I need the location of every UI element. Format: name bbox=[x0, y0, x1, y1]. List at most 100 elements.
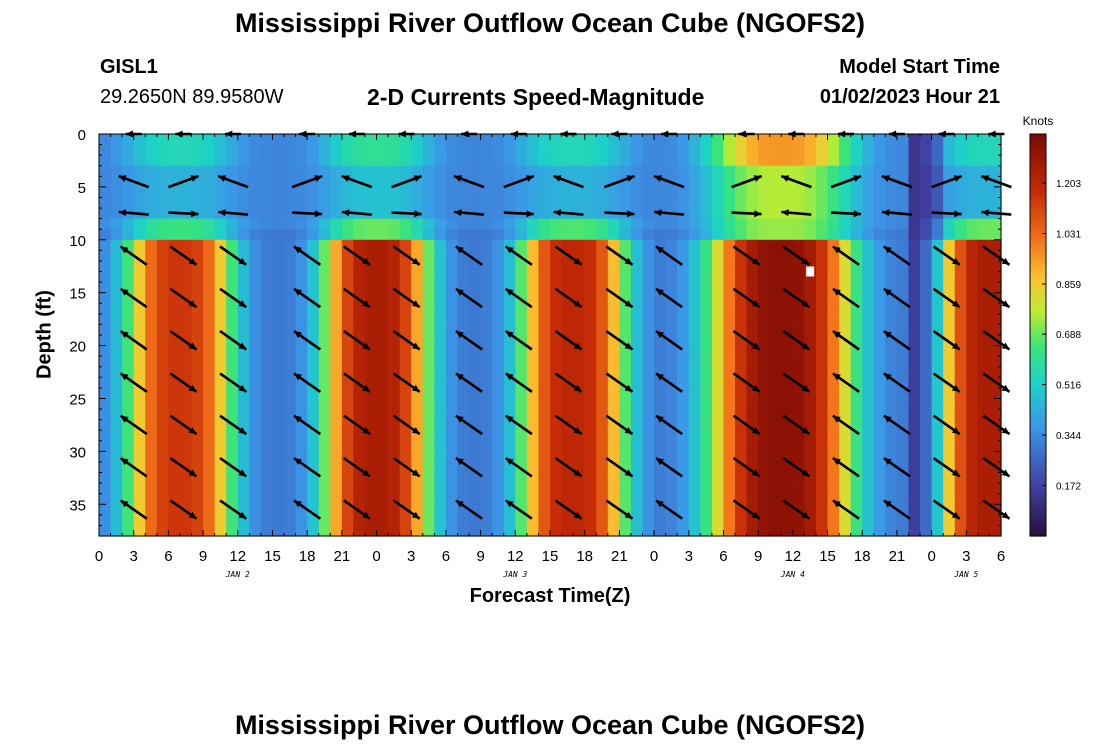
heatmap-cell bbox=[526, 271, 540, 283]
heatmap-cell bbox=[862, 134, 875, 146]
colorbar-segment bbox=[1030, 532, 1046, 537]
plot-frame bbox=[98, 133, 1002, 537]
heatmap-cell bbox=[469, 313, 482, 326]
heatmap-cell bbox=[434, 208, 447, 220]
heatmap-cell bbox=[723, 239, 736, 251]
heatmap-cell bbox=[711, 430, 725, 442]
heatmap-cell bbox=[792, 260, 806, 273]
heatmap-cell bbox=[619, 461, 632, 474]
heatmap-cell bbox=[885, 176, 898, 188]
colorbar-segment bbox=[1030, 522, 1046, 527]
heatmap-cell bbox=[896, 461, 910, 474]
heatmap-cell bbox=[469, 292, 482, 304]
heatmap-cell bbox=[122, 345, 135, 357]
heatmap-cell bbox=[550, 504, 563, 516]
heatmap-cell bbox=[145, 260, 158, 273]
heatmap-cell bbox=[156, 282, 169, 294]
heatmap-cell bbox=[376, 472, 389, 484]
current-arrow bbox=[932, 330, 961, 351]
heatmap-cell bbox=[214, 218, 227, 230]
heatmap-cell bbox=[584, 356, 597, 368]
heatmap-cell bbox=[99, 377, 112, 389]
heatmap-cell bbox=[145, 483, 158, 495]
heatmap-cell bbox=[156, 493, 169, 505]
heatmap-cell bbox=[977, 165, 991, 177]
heatmap-cell bbox=[156, 472, 169, 484]
heatmap-cell bbox=[237, 313, 250, 326]
heatmap-cell bbox=[156, 504, 169, 516]
heatmap-cell bbox=[573, 356, 586, 368]
heatmap-cell bbox=[954, 165, 967, 177]
heatmap-cell bbox=[469, 525, 482, 537]
heatmap-cell bbox=[908, 303, 921, 315]
heatmap-cell bbox=[330, 451, 343, 463]
current-arrow bbox=[982, 499, 1011, 520]
x-tick-label: 6 bbox=[442, 548, 450, 565]
heatmap-cell bbox=[364, 398, 378, 410]
heatmap-cell bbox=[630, 176, 644, 188]
heatmap-cell bbox=[815, 483, 829, 495]
heatmap-cell bbox=[665, 451, 678, 463]
heatmap-cell bbox=[700, 409, 713, 421]
heatmap-cell bbox=[388, 303, 401, 315]
heatmap-cell bbox=[307, 472, 320, 484]
heatmap-cell bbox=[630, 398, 644, 410]
heatmap-cell bbox=[260, 208, 274, 220]
colorbar-segment bbox=[1030, 355, 1046, 360]
heatmap-cell bbox=[607, 303, 620, 315]
heatmap-cell bbox=[642, 282, 655, 294]
heatmap-cell bbox=[214, 260, 227, 273]
heatmap-cell bbox=[133, 419, 146, 431]
heatmap-cell bbox=[989, 514, 1002, 527]
colorbar-segment bbox=[1030, 475, 1046, 480]
heatmap-cell bbox=[850, 144, 863, 156]
heatmap-cell bbox=[156, 134, 169, 146]
colorbar-segment bbox=[1030, 502, 1046, 507]
heatmap-cell bbox=[353, 218, 366, 230]
heatmap-cell bbox=[272, 451, 285, 463]
heatmap-cell bbox=[203, 260, 216, 273]
heatmap-cell bbox=[515, 387, 528, 400]
heatmap-cell bbox=[920, 440, 933, 452]
heatmap-cell bbox=[99, 229, 112, 241]
heatmap-cell bbox=[746, 409, 759, 421]
heatmap-cell bbox=[862, 472, 875, 484]
heatmap-cell bbox=[688, 514, 701, 527]
heatmap-cell bbox=[573, 335, 586, 347]
current-arrow bbox=[343, 245, 371, 266]
current-arrow bbox=[782, 414, 811, 436]
heatmap-cell bbox=[654, 292, 667, 304]
heatmap-cell bbox=[862, 218, 875, 230]
heatmap-cell bbox=[931, 483, 944, 495]
x-tick-label: 18 bbox=[299, 548, 316, 565]
heatmap-cell bbox=[376, 250, 389, 262]
heatmap-cell bbox=[966, 356, 979, 368]
current-arrow bbox=[605, 245, 634, 266]
heatmap-cell bbox=[665, 260, 678, 273]
heatmap-cell bbox=[989, 134, 1002, 146]
heatmap-cell bbox=[839, 197, 852, 209]
heatmap-cell bbox=[110, 186, 123, 199]
heatmap-cell bbox=[526, 451, 540, 463]
heatmap-cell bbox=[642, 514, 655, 527]
heatmap-cell bbox=[746, 303, 759, 315]
heatmap-cell bbox=[931, 504, 944, 516]
heatmap-cell bbox=[966, 260, 979, 273]
heatmap-cell bbox=[445, 514, 459, 527]
heatmap-cell bbox=[214, 271, 227, 283]
heatmap-cell bbox=[700, 345, 713, 357]
current-arrow bbox=[455, 372, 483, 393]
heatmap-cell bbox=[503, 239, 516, 251]
heatmap-cell bbox=[596, 461, 609, 474]
heatmap-cell bbox=[526, 239, 540, 251]
heatmap-cell bbox=[862, 239, 875, 251]
colorbar-segment bbox=[1030, 505, 1046, 510]
heatmap-cell bbox=[896, 493, 910, 505]
heatmap-cell bbox=[573, 430, 586, 442]
heatmap-cell bbox=[885, 229, 898, 241]
heatmap-cell bbox=[469, 356, 482, 368]
heatmap-cell bbox=[943, 239, 956, 251]
heatmap-cell bbox=[596, 324, 609, 336]
heatmap-cell bbox=[526, 356, 540, 368]
heatmap-cell bbox=[769, 387, 782, 400]
